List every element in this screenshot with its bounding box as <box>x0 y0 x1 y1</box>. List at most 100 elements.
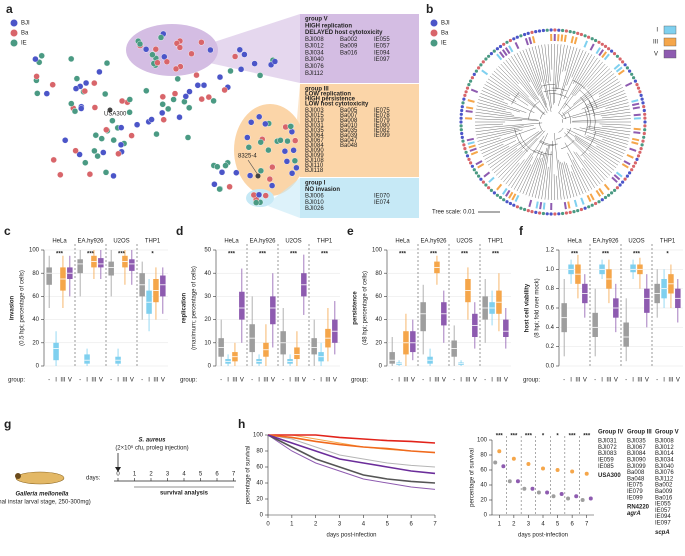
strain-node <box>226 183 233 191</box>
strain-node <box>100 149 107 156</box>
strain-node <box>171 90 179 97</box>
tree-branch <box>522 158 538 194</box>
group-label: III <box>668 378 673 384</box>
y-tick-label: 30 <box>204 294 211 300</box>
strain-name: IE097 <box>374 57 390 63</box>
mean-dot <box>545 490 550 495</box>
tip-marker <box>640 97 644 101</box>
clade-mark <box>613 174 621 181</box>
tip-marker <box>621 60 625 64</box>
group-label: I <box>320 378 322 384</box>
tree-branch <box>475 112 538 121</box>
box <box>98 258 104 268</box>
strain-node <box>231 53 239 60</box>
tip-marker <box>621 180 625 184</box>
strain-node <box>98 135 105 142</box>
clade-mark <box>633 113 641 117</box>
tip-marker <box>615 186 620 190</box>
box <box>623 322 629 347</box>
strain-name: IE075 <box>374 108 390 114</box>
tip-marker <box>492 191 496 195</box>
mean-dot <box>588 496 593 501</box>
tip-marker <box>502 42 506 46</box>
legend-marker <box>430 39 438 47</box>
group-label: III <box>403 378 408 384</box>
survival-curve <box>267 434 436 490</box>
legend-marker <box>430 19 438 27</box>
legend-strain: BJI076 <box>655 470 674 476</box>
tip-marker <box>489 52 493 56</box>
tree-branch <box>563 73 615 114</box>
tip-marker <box>477 66 481 70</box>
clade-mark <box>615 171 623 178</box>
legend-strain: BJI099 <box>627 464 646 470</box>
strain-node <box>43 90 50 97</box>
tip-marker <box>587 35 591 39</box>
tree-arc <box>561 140 575 150</box>
node-label: USA300 <box>104 112 127 118</box>
tip-marker <box>472 168 476 172</box>
group-label: III <box>294 378 299 384</box>
organism-note: (final instar larval stage, 250-300mg) <box>0 500 91 506</box>
group-label: V <box>442 378 446 384</box>
tip-marker <box>636 86 641 90</box>
tree-branch <box>563 99 628 120</box>
tip-marker <box>498 44 503 49</box>
tip-marker <box>460 131 464 136</box>
y-tick-label: 20 <box>32 340 39 346</box>
tip-marker <box>641 101 645 105</box>
tree-branch <box>508 57 538 101</box>
group-title: LOW replication <box>305 92 351 98</box>
tree-branch <box>516 52 540 96</box>
y-tick-label: 0 <box>260 513 264 519</box>
group-label: III <box>434 378 439 384</box>
tip-marker <box>557 212 561 216</box>
strain-node <box>253 199 260 206</box>
group-title: HIGH replication <box>305 23 352 29</box>
strain-node <box>91 147 98 155</box>
tree-arc <box>539 141 555 146</box>
tip-marker <box>597 40 601 44</box>
x-axis-title: days post-infection <box>518 533 568 539</box>
tip-marker <box>625 66 630 70</box>
tree-branch <box>596 145 622 160</box>
tip-marker <box>479 63 483 67</box>
legend-special: USA300 <box>598 473 621 479</box>
group-label: V <box>676 378 680 384</box>
tree-arc <box>562 112 567 120</box>
clade-mark <box>535 201 539 209</box>
clade-mark <box>470 88 479 94</box>
significance: * <box>151 252 154 258</box>
clade-mark <box>511 193 517 201</box>
strain-node <box>236 46 244 53</box>
y-tick-label: 0.4 <box>546 325 555 331</box>
group-label: V <box>68 378 72 384</box>
tip-marker <box>643 120 647 124</box>
y-axis-title: percentage of survival <box>246 446 252 505</box>
tree-branch <box>573 70 613 105</box>
tip-marker <box>561 28 565 33</box>
group-label: - <box>391 378 393 384</box>
tip-marker <box>463 147 467 151</box>
clade-mark <box>467 141 475 145</box>
strain-node <box>86 170 94 178</box>
panel-label: c <box>4 224 11 238</box>
tip-marker <box>642 105 646 109</box>
clade-mark <box>631 141 639 145</box>
y-tick-label: 0.6 <box>546 306 555 312</box>
tree-branch <box>570 164 584 194</box>
tree-branch <box>544 44 552 109</box>
clade-mark <box>508 45 514 53</box>
tip-marker <box>505 40 509 44</box>
strain-node <box>176 44 184 51</box>
tip-marker <box>541 28 546 33</box>
tree-arc <box>580 96 589 111</box>
category-label: U2OS <box>113 239 129 245</box>
group-label: V <box>614 378 618 384</box>
clade-mark <box>621 163 629 169</box>
agent-note: (2×10⁶ cfu, proleg injection) <box>115 445 188 452</box>
strain-name: BJI108 <box>305 158 324 164</box>
legend-label: Ba <box>441 31 449 37</box>
clade-mark <box>617 69 625 76</box>
tip-marker <box>530 210 534 214</box>
